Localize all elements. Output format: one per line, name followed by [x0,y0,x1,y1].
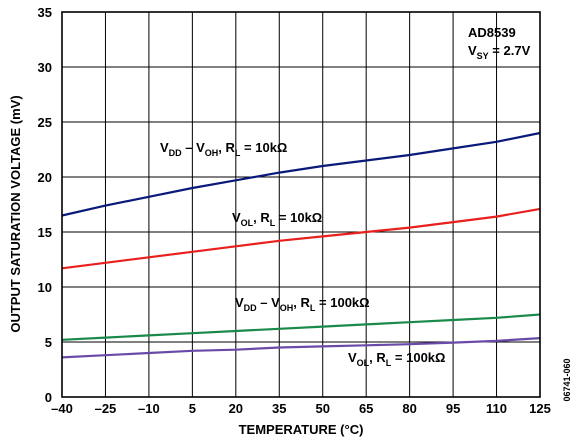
x-tick-label: 65 [359,401,373,416]
y-tick-label: 5 [45,335,52,350]
annotation-supply: VSY = 2.7V [468,43,531,61]
x-tick-label: 95 [446,401,460,416]
series-labels: VDD – VOH, RL = 10kΩ VOL, RL = 10kΩ VDD – … [160,140,445,368]
tick-labels: –40 –25 –10 5 20 35 50 65 80 95 110 125 0 5 10 15 20 25 30… [38,5,551,416]
x-tick-label: 110 [486,401,507,416]
x-tick-label: 5 [189,401,196,416]
series-line-vdd-voh-100k [61,313,541,341]
y-tick-label: 10 [38,280,52,295]
x-tick-label: 50 [315,401,329,416]
x-tick-label: –10 [138,401,160,416]
x-tick-label: 35 [272,401,286,416]
x-tick-label: –40 [51,401,73,416]
y-tick-label: 30 [38,60,52,75]
x-tick-label: 125 [529,401,551,416]
series-label-vdd-voh-100k: VDD – VOH, RL = 100kΩ [235,295,370,313]
series-label-vol-10k: VOL, RL = 10kΩ [232,210,322,228]
annotation-device: AD8539 [468,25,516,40]
series-line-vdd-voh-10k [61,131,541,217]
series-lines [61,131,541,359]
y-tick-label: 15 [38,225,52,240]
x-tick-label: –25 [95,401,117,416]
y-axis-label: OUTPUT SATURATION VOLTAGE (mV) [8,95,23,332]
figure-id: 06741-060 [562,358,572,401]
y-tick-label: 35 [38,5,52,20]
x-tick-label: 80 [402,401,416,416]
y-tick-label: 20 [38,170,52,185]
series-label-vol-100k: VOL, RL = 100kΩ [348,350,445,368]
y-tick-label: 0 [45,390,52,405]
series-line-vol-100k [61,337,541,359]
grid [61,11,541,398]
series-label-vdd-voh-10k: VDD – VOH, RL = 10kΩ [160,140,287,158]
y-tick-label: 25 [38,115,52,130]
series-line-vol-10k [61,207,541,270]
x-axis-label: TEMPERATURE (°C) [239,422,364,437]
x-tick-label: 20 [229,401,243,416]
plot-frame [61,11,541,398]
